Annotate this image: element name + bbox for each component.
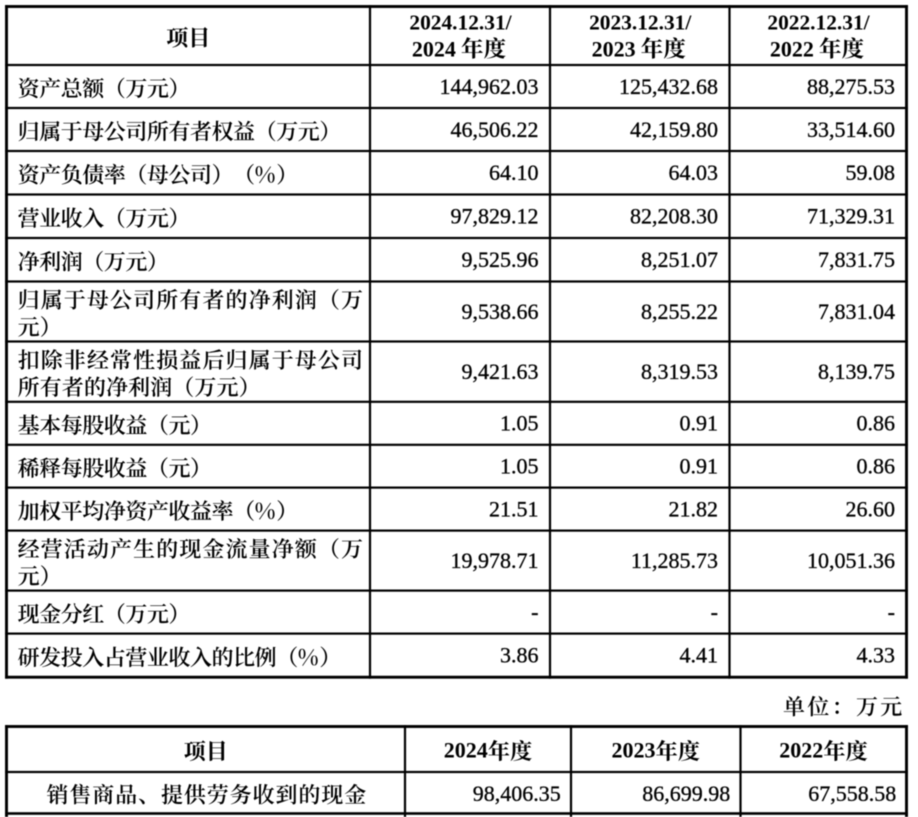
svg-text:2024.12.31/: 2024.12.31/ — [409, 10, 512, 34]
svg-text:33,514.60: 33,514.60 — [807, 117, 895, 142]
svg-text:144,962.03: 144,962.03 — [440, 74, 539, 99]
svg-text:8,319.53: 8,319.53 — [641, 359, 718, 384]
svg-text:-: - — [711, 599, 718, 624]
svg-text:2022: 2022 — [779, 738, 823, 763]
svg-text:0.91: 0.91 — [680, 454, 719, 479]
svg-text:42,159.80: 42,159.80 — [630, 117, 718, 142]
svg-text:2024: 2024 — [444, 738, 488, 763]
svg-text:10,051.36: 10,051.36 — [807, 548, 895, 573]
svg-text:7,831.04: 7,831.04 — [818, 299, 895, 324]
svg-text:0.86: 0.86 — [857, 411, 896, 436]
svg-text:0.91: 0.91 — [680, 411, 719, 436]
svg-text:26.60: 26.60 — [846, 496, 896, 521]
svg-text:9,421.63: 9,421.63 — [462, 359, 539, 384]
svg-text:98,406.35: 98,406.35 — [473, 781, 561, 806]
svg-text:2022: 2022 — [770, 37, 814, 62]
svg-text:4.41: 4.41 — [680, 643, 719, 668]
svg-text:8,139.75: 8,139.75 — [818, 359, 895, 384]
svg-text:97,829.12: 97,829.12 — [451, 204, 539, 229]
svg-text:2023.12.31/: 2023.12.31/ — [589, 10, 692, 34]
svg-text:-: - — [888, 599, 895, 624]
svg-text:9,538.66: 9,538.66 — [462, 299, 539, 324]
svg-text:8,251.07: 8,251.07 — [641, 247, 718, 272]
svg-text:4.33: 4.33 — [857, 643, 896, 668]
svg-text:125,432.68: 125,432.68 — [619, 74, 718, 99]
svg-text:2022.12.31/: 2022.12.31/ — [767, 10, 870, 34]
svg-text:46,506.22: 46,506.22 — [451, 117, 539, 142]
svg-text:1.05: 1.05 — [500, 411, 539, 436]
svg-text:19,978.71: 19,978.71 — [451, 548, 539, 573]
svg-text:64.03: 64.03 — [669, 160, 719, 185]
svg-text:0.86: 0.86 — [857, 454, 896, 479]
svg-text:2023: 2023 — [592, 37, 636, 62]
svg-text:9,525.96: 9,525.96 — [462, 247, 539, 272]
svg-text:86,699.98: 86,699.98 — [642, 781, 730, 806]
svg-text:21.82: 21.82 — [669, 496, 719, 521]
svg-text:-: - — [531, 599, 538, 624]
svg-text:3.86: 3.86 — [500, 643, 539, 668]
svg-text:7,831.75: 7,831.75 — [818, 247, 895, 272]
svg-text:1.05: 1.05 — [500, 454, 539, 479]
svg-text:2024: 2024 — [412, 37, 456, 62]
svg-text:64.10: 64.10 — [489, 160, 539, 185]
svg-text:2023: 2023 — [612, 738, 656, 763]
svg-text:8,255.22: 8,255.22 — [641, 299, 718, 324]
svg-text:11,285.73: 11,285.73 — [631, 548, 718, 573]
svg-text:21.51: 21.51 — [489, 496, 539, 521]
svg-text:71,329.31: 71,329.31 — [807, 204, 895, 229]
svg-text:59.08: 59.08 — [846, 160, 896, 185]
svg-text:82,208.30: 82,208.30 — [630, 204, 718, 229]
svg-text:67,558.58: 67,558.58 — [808, 781, 896, 806]
svg-text:88,275.53: 88,275.53 — [807, 74, 895, 99]
